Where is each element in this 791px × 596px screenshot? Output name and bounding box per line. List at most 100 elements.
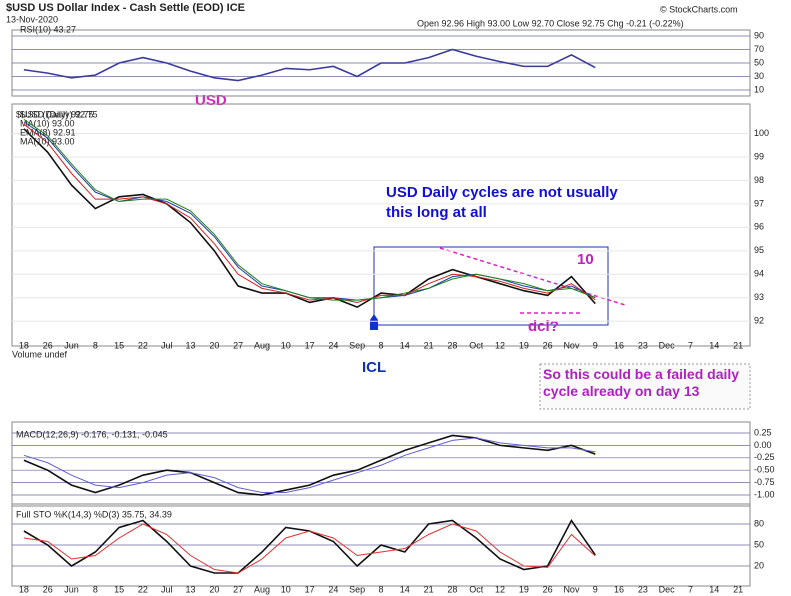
x-tick-label: Nov — [563, 584, 580, 594]
x-tick-label: 19 — [519, 584, 529, 594]
annotation: USD Daily cycles are not usually this lo… — [386, 184, 618, 221]
x-tick-label: 22 — [138, 340, 148, 350]
x-tick-label: 21 — [733, 340, 743, 350]
x-tick-label: 23 — [638, 340, 648, 350]
annotation: dcl? — [528, 318, 559, 335]
x-tick-label: 26 — [543, 340, 553, 350]
x-tick-label: 26 — [543, 584, 553, 594]
x-tick-label: 24 — [328, 584, 338, 594]
series-line — [23, 434, 596, 496]
x-tick-label: 26 — [43, 584, 53, 594]
series-line — [23, 118, 596, 301]
x-tick-label: 8 — [93, 584, 98, 594]
y-tick-label: 98 — [754, 175, 764, 185]
x-tick-label: Jun — [64, 340, 79, 350]
volume-label: Volume undef — [12, 349, 68, 359]
y-tick-label: 0.00 — [754, 440, 772, 450]
legend-entry: $USD (Daily) 92.75 — [20, 109, 98, 119]
y-tick-label: 90 — [754, 30, 764, 40]
panel — [11, 421, 751, 507]
series-line — [23, 123, 596, 303]
annotation-box: USD Daily cycles are not usually this lo… — [386, 184, 618, 221]
note: So this could be a failed daily cycle al… — [543, 366, 740, 399]
x-tick-label: 14 — [709, 584, 719, 594]
x-tick-label: Sep — [349, 584, 365, 594]
legend-entry: EMA(8) 92.91 — [20, 127, 76, 137]
y-tick-label: -1.00 — [754, 489, 775, 499]
y-tick-label: 80 — [754, 518, 764, 528]
x-tick-label: 20 — [209, 584, 219, 594]
x-tick-label: Aug — [254, 340, 270, 350]
x-tick-label: 7 — [688, 584, 693, 594]
panel-title: Full STO %K(14,3) %D(3) 35.75, 34.39 — [16, 509, 172, 519]
x-tick-label: 7 — [688, 340, 693, 350]
annotation: ICL — [362, 359, 386, 376]
x-tick-label: Jun — [64, 584, 79, 594]
x-tick-label: Jul — [161, 340, 173, 350]
x-tick-label: 27 — [233, 584, 243, 594]
x-tick-label: 27 — [233, 340, 243, 350]
y-tick-label: 94 — [754, 269, 764, 279]
series-line — [23, 128, 596, 309]
x-tick-label: 28 — [447, 584, 457, 594]
date: 13-Nov-2020 — [6, 14, 58, 24]
x-tick-label: 14 — [709, 340, 719, 350]
y-tick-label: 20 — [754, 560, 764, 570]
x-tick-label: 8 — [93, 340, 98, 350]
y-tick-label: -0.25 — [754, 452, 775, 462]
x-tick-label: 23 — [638, 584, 648, 594]
x-tick-label: 22 — [138, 584, 148, 594]
x-tick-label: 18 — [19, 584, 29, 594]
x-tick-label: Jul — [161, 584, 173, 594]
trend-line — [439, 247, 626, 306]
x-tick-label: Oct — [469, 584, 484, 594]
y-tick-label: 50 — [754, 57, 764, 67]
annotation: So this could be a failed daily cycle al… — [543, 366, 740, 399]
x-tick-label: 13 — [186, 584, 196, 594]
y-tick-label: 0.25 — [754, 427, 772, 437]
x-tick-label: 21 — [733, 584, 743, 594]
y-tick-label: 93 — [754, 292, 764, 302]
y-tick-label: 99 — [754, 151, 764, 161]
x-tick-label: 15 — [114, 340, 124, 350]
x-tick-label: Dec — [659, 340, 676, 350]
x-tick-label: Dec — [659, 584, 676, 594]
y-tick-label: 100 — [754, 128, 769, 138]
x-tick-label: 17 — [305, 584, 315, 594]
y-tick-label: -0.50 — [754, 465, 775, 475]
x-tick-label: 17 — [305, 340, 315, 350]
x-tick-label: 13 — [186, 340, 196, 350]
x-tick-label: 16 — [614, 340, 624, 350]
quote: Open 92.96 High 93.00 Low 92.70 Close 92… — [417, 18, 684, 28]
x-tick-label: 18 — [19, 340, 29, 350]
x-tick-label: 21 — [424, 340, 434, 350]
x-tick-label: 19 — [519, 340, 529, 350]
series-line — [23, 48, 596, 82]
y-tick-label: 97 — [754, 198, 764, 208]
series-line — [23, 437, 596, 494]
y-tick-label: -0.75 — [754, 477, 775, 487]
y-tick-label: 50 — [754, 539, 764, 549]
legend-entry: MA(10) 93.00 — [20, 118, 75, 128]
y-tick-label: 96 — [754, 222, 764, 232]
annotation: USD — [195, 92, 227, 109]
x-tick-label: 20 — [209, 340, 219, 350]
x-tick-label: Nov — [563, 340, 580, 350]
source: © StockCharts.com — [660, 4, 738, 14]
panel-title: MACD(12,26,9) -0.176, -0.131, -0.045 — [16, 429, 168, 439]
y-tick-label: 70 — [754, 44, 764, 54]
panel-title: $USD (Daily) 92.75 — [16, 109, 94, 119]
x-tick-label: 26 — [43, 340, 53, 350]
legend-entry: MA(10) 93.00 — [20, 136, 75, 146]
series-line — [23, 523, 596, 574]
x-tick-label: 12 — [495, 584, 505, 594]
panel — [11, 103, 751, 347]
x-tick-label: 21 — [424, 584, 434, 594]
cycle-box — [373, 246, 609, 326]
annotation: 10 — [577, 251, 594, 268]
x-tick-label: 15 — [114, 584, 124, 594]
note-box — [539, 363, 751, 410]
x-tick-label: 14 — [400, 340, 410, 350]
x-tick-label: 10 — [281, 340, 291, 350]
